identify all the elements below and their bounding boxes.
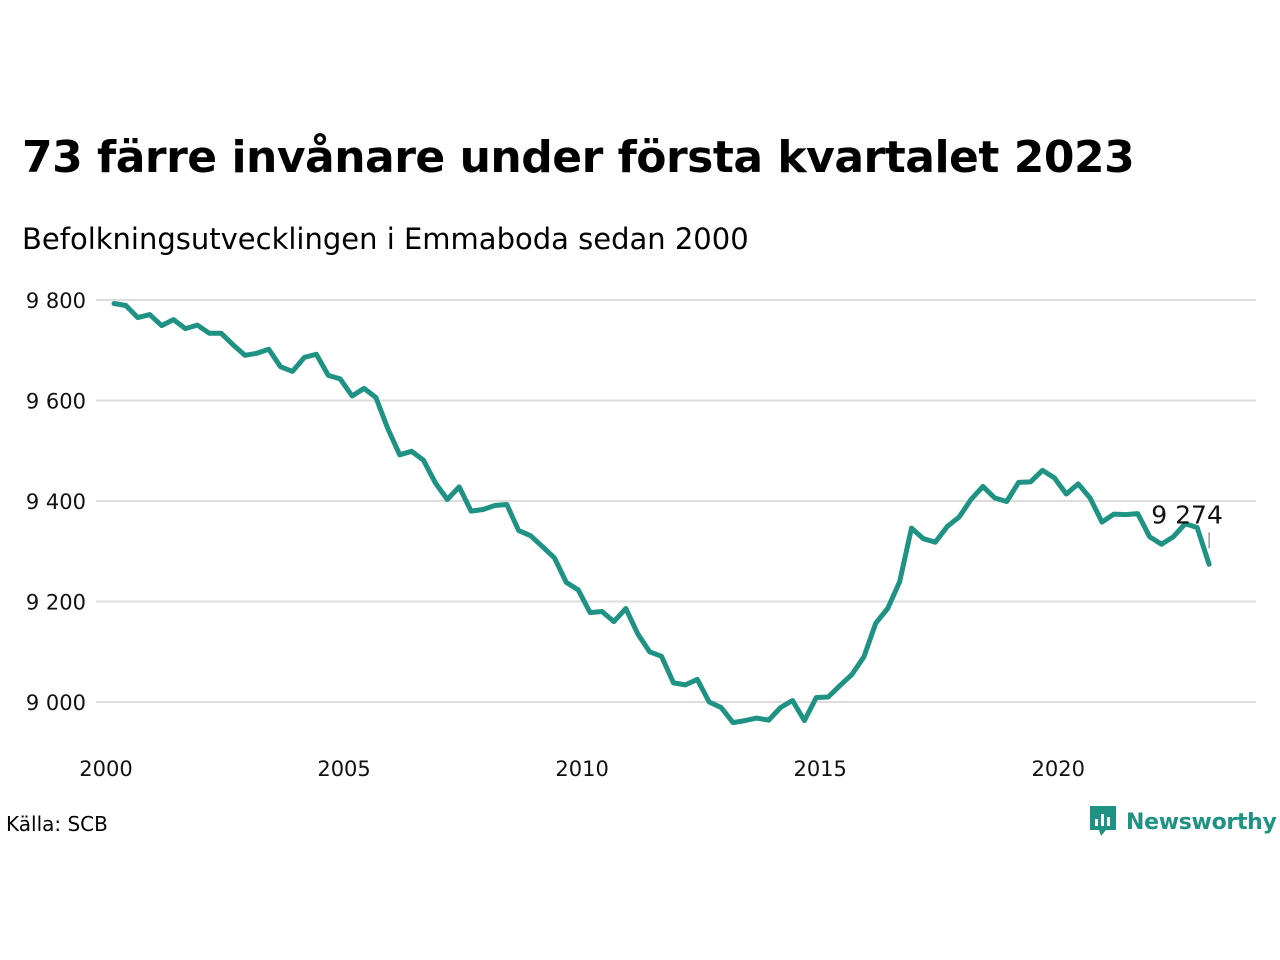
source-note: Källa: SCB xyxy=(6,812,108,836)
y-axis-tick-labels: 9 800 9 600 9 400 9 200 9 000 xyxy=(26,289,86,715)
y-tick-label: 9 800 xyxy=(26,289,86,313)
chart-title: 73 färre invånare under första kvartalet… xyxy=(22,132,1135,183)
x-axis-tick-labels: 2000 2005 2010 2015 2020 xyxy=(79,757,1085,781)
y-tick-label: 9 400 xyxy=(26,490,86,514)
logo-wordmark: Newsworthy xyxy=(1126,809,1277,835)
population-series-line xyxy=(111,301,1212,726)
chart-subtitle: Befolkningsutvecklingen i Emmaboda sedan… xyxy=(22,222,749,256)
x-tick-label: 2020 xyxy=(1032,757,1085,781)
x-tick-label: 2015 xyxy=(793,757,846,781)
y-tick-label: 9 200 xyxy=(26,591,86,615)
y-tick-label: 9 000 xyxy=(26,691,86,715)
newsworthy-logo: Newsworthy xyxy=(1088,804,1277,840)
bar-chart-badge-icon xyxy=(1090,806,1116,836)
y-tick-label: 9 600 xyxy=(26,390,86,414)
x-tick-label: 2010 xyxy=(555,757,608,781)
end-value-label: 9 274 xyxy=(1151,500,1223,529)
x-tick-label: 2000 xyxy=(79,757,132,781)
x-tick-label: 2005 xyxy=(317,757,370,781)
gridlines xyxy=(96,299,1256,703)
